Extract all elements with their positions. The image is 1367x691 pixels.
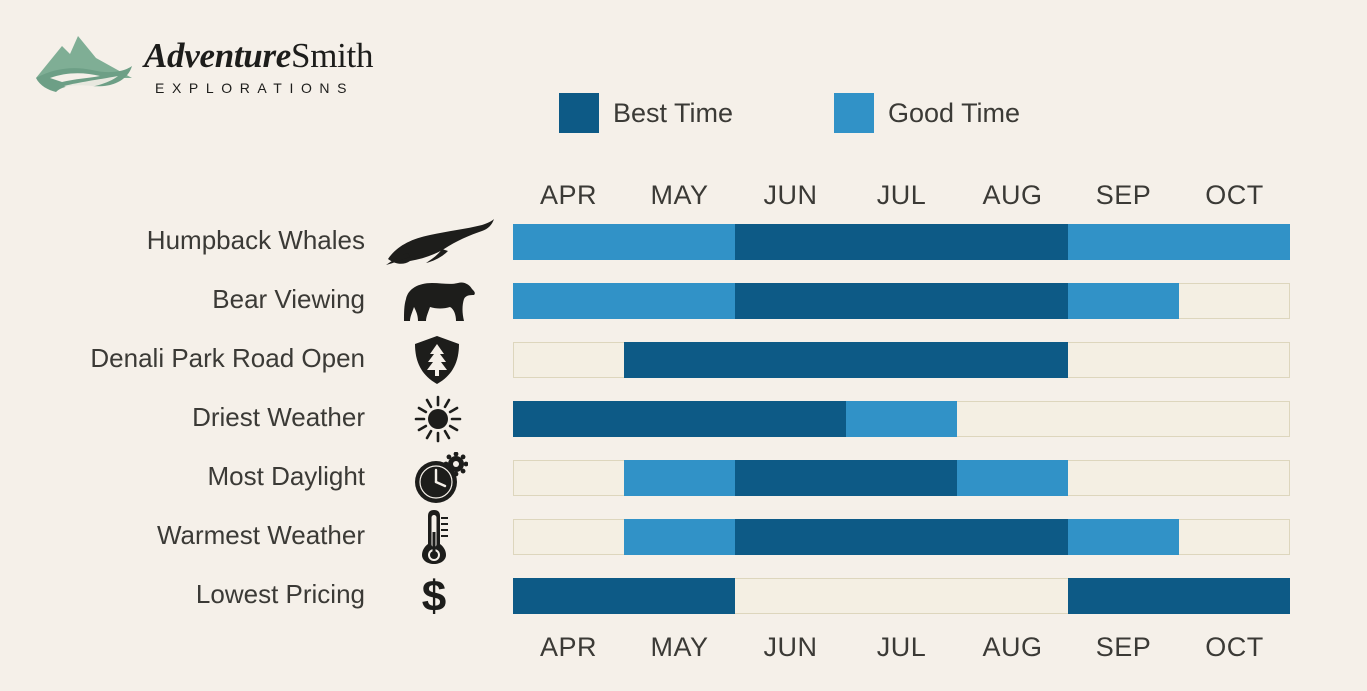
row-label-lowest-pricing: Lowest Pricing	[195, 579, 365, 609]
bar-best-most-daylight-jun-jul	[735, 460, 957, 496]
bar-good-bear-viewing-sep-sep	[1068, 283, 1179, 319]
svg-text:$: $	[422, 573, 446, 619]
month-label-top-apr: APR	[539, 180, 598, 210]
month-label-top-oct: OCT	[1205, 180, 1264, 210]
month-label-bottom-sep: SEP	[1095, 632, 1152, 662]
month-label-bottom-aug: AUG	[982, 632, 1043, 662]
month-label-top-jun: JUN	[763, 180, 818, 210]
whale-icon	[386, 219, 494, 265]
bar-good-warmest-weather-sep-sep	[1068, 519, 1179, 555]
month-label-bottom-jun: JUN	[763, 632, 818, 662]
bar-good-most-daylight-may-may	[624, 460, 735, 496]
legend-label-best: Best Time	[613, 97, 734, 128]
row-label-most-daylight: Most Daylight	[207, 461, 366, 491]
month-label-bottom-jul: JUL	[876, 632, 927, 662]
month-label-top-aug: AUG	[982, 180, 1043, 210]
row-label-humpback-whales: Humpback Whales	[146, 225, 365, 255]
brand-logo: AdventureSmith EXPLORATIONS	[34, 30, 394, 102]
bar-best-bear-viewing-jun-aug	[735, 283, 1068, 319]
legend-item-good: Good Time	[834, 93, 1020, 133]
timeline-track-denali-park-road-open	[513, 342, 1290, 378]
month-label-top-jul: JUL	[876, 180, 927, 210]
legend-label-good: Good Time	[888, 97, 1021, 128]
timeline-track-bear-viewing	[513, 283, 1290, 319]
month-label-bottom-may: MAY	[650, 632, 709, 662]
bar-good-bear-viewing-apr-may	[513, 283, 735, 319]
sun-icon	[414, 395, 462, 443]
bar-best-driest-weather-apr-jun	[513, 401, 846, 437]
bar-good-most-daylight-aug-aug	[957, 460, 1068, 496]
month-label-bottom-apr: APR	[539, 632, 598, 662]
timeline-track-most-daylight	[513, 460, 1290, 496]
legend-swatch-best	[559, 93, 599, 133]
bar-best-denali-park-road-open-may-aug	[624, 342, 1068, 378]
bar-best-lowest-pricing-sep-oct	[1068, 578, 1290, 614]
row-label-bear-viewing: Bear Viewing	[212, 284, 365, 314]
mountain-river-logo-icon	[36, 36, 132, 92]
brand-name: AdventureSmith	[144, 36, 373, 76]
brand-name-part2: Smith	[291, 36, 374, 75]
timeline-track-warmest-weather	[513, 519, 1290, 555]
brand-tagline: EXPLORATIONS	[155, 80, 355, 96]
bar-best-lowest-pricing-apr-may	[513, 578, 735, 614]
bear-icon	[404, 282, 475, 321]
bar-good-warmest-weather-may-may	[624, 519, 735, 555]
row-label-warmest-weather: Warmest Weather	[156, 520, 365, 550]
timeline-track-humpback-whales	[513, 224, 1290, 260]
dollar-icon: $	[422, 573, 446, 619]
row-label-denali-park-road-open: Denali Park Road Open	[90, 343, 365, 373]
park-tree-shield-icon	[415, 336, 459, 384]
bar-good-humpback-whales-sep-oct	[1068, 224, 1290, 260]
bar-best-humpback-whales-jun-aug	[735, 224, 1068, 260]
bar-best-warmest-weather-jun-aug	[735, 519, 1068, 555]
month-label-top-may: MAY	[650, 180, 709, 210]
month-label-top-sep: SEP	[1095, 180, 1152, 210]
timeline-track-driest-weather	[513, 401, 1290, 437]
month-label-bottom-oct: OCT	[1205, 632, 1264, 662]
brand-name-part1: Adventure	[144, 36, 292, 75]
legend-swatch-good	[834, 93, 874, 133]
thermometer-icon	[422, 510, 448, 564]
bar-good-humpback-whales-apr-may	[513, 224, 735, 260]
timeline-track-lowest-pricing	[513, 578, 1290, 614]
legend-item-best: Best Time	[559, 93, 733, 133]
row-label-driest-weather: Driest Weather	[192, 402, 365, 432]
bar-good-driest-weather-jul-jul	[846, 401, 957, 437]
clock-gear-icon	[415, 452, 468, 503]
